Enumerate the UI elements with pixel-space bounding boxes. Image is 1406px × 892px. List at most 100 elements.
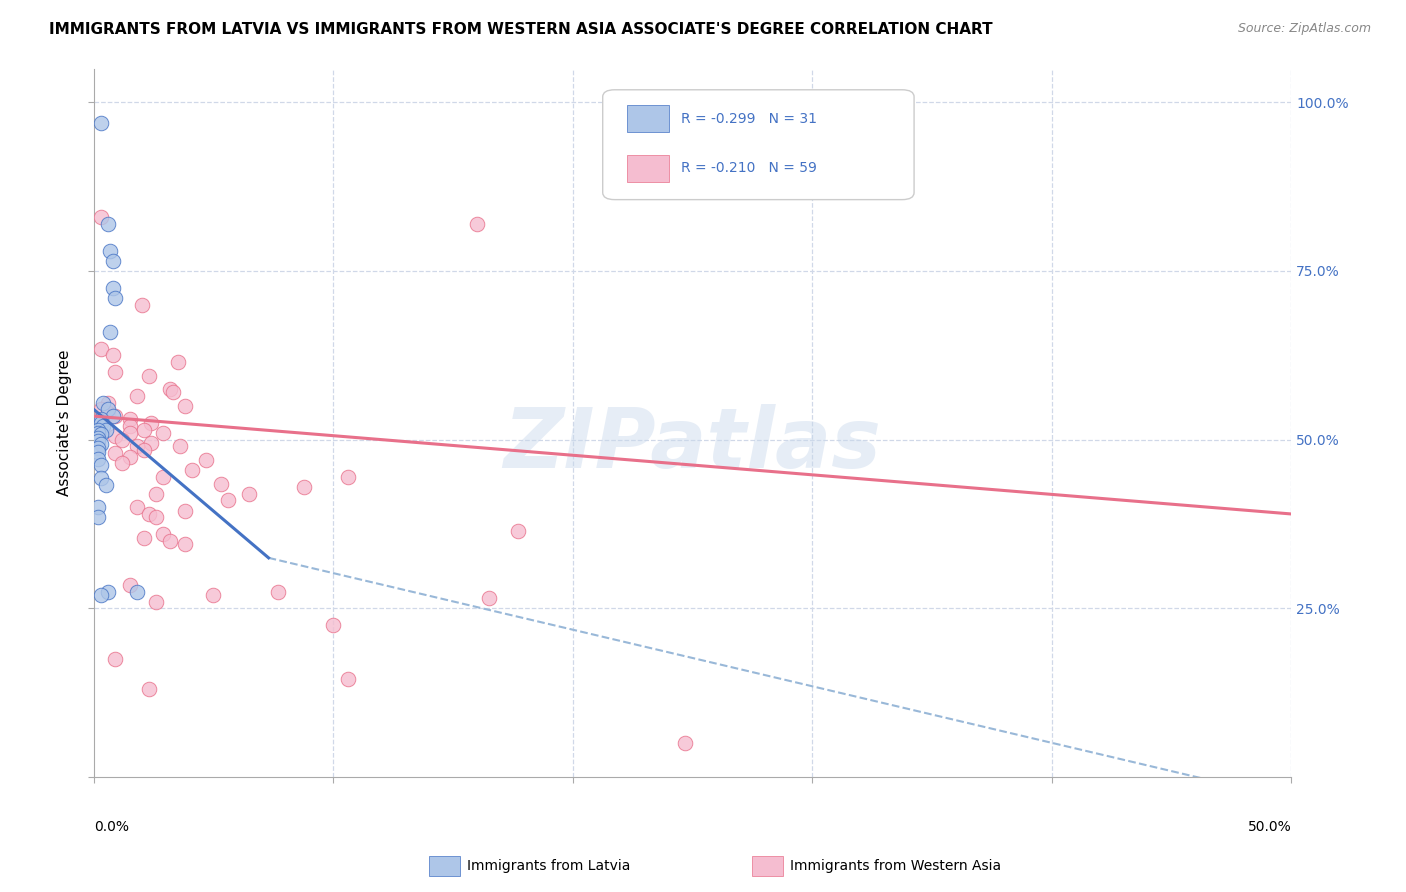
Point (294, 480, 316, 494)
Point (202, 588, 225, 602)
Point (104, 652, 127, 666)
Point (195, 453, 218, 467)
Point (162, 385, 184, 400)
Point (145, 510, 167, 524)
Point (141, 416, 163, 430)
Point (673, 736, 696, 750)
Point (97, 395, 120, 409)
Text: Immigrants from Latvia: Immigrants from Latvia (467, 859, 630, 873)
Point (101, 348, 124, 362)
Point (90, 427, 112, 442)
Point (159, 382, 181, 396)
Text: 50.0%: 50.0% (1247, 820, 1291, 834)
Point (104, 365, 127, 379)
Text: R = -0.299   N = 31: R = -0.299 N = 31 (681, 112, 817, 126)
Point (90, 471, 112, 485)
Point (336, 470, 359, 484)
Point (159, 533, 181, 548)
Text: Source: ZipAtlas.com: Source: ZipAtlas.com (1237, 22, 1371, 36)
Point (87, 445, 110, 459)
Point (118, 578, 141, 592)
Point (90, 115, 112, 129)
Point (125, 500, 148, 515)
Point (238, 486, 260, 500)
Point (100, 244, 122, 258)
Point (104, 446, 127, 460)
Point (217, 493, 239, 508)
Point (173, 537, 195, 551)
Point (91, 395, 114, 409)
Point (90, 402, 112, 417)
Point (94, 478, 117, 492)
Point (267, 584, 290, 599)
Point (87, 431, 110, 445)
FancyBboxPatch shape (603, 90, 914, 200)
Point (152, 470, 174, 484)
Point (101, 253, 124, 268)
Point (145, 595, 167, 609)
FancyBboxPatch shape (627, 155, 669, 182)
Point (118, 412, 141, 426)
Point (87, 434, 110, 448)
Point (111, 433, 134, 447)
Point (478, 591, 501, 606)
Point (90, 210, 112, 224)
Point (125, 440, 148, 454)
Point (87, 510, 110, 524)
Point (173, 503, 195, 517)
Point (132, 423, 155, 437)
Text: ZIPatlas: ZIPatlas (503, 403, 882, 484)
FancyBboxPatch shape (627, 105, 669, 132)
Y-axis label: Associate's Degree: Associate's Degree (58, 350, 72, 496)
Point (173, 399, 195, 413)
Text: 0.0%: 0.0% (94, 820, 129, 834)
Point (180, 463, 202, 477)
Point (97, 584, 120, 599)
Point (166, 355, 188, 369)
Point (125, 584, 148, 599)
Point (132, 531, 155, 545)
Point (152, 527, 174, 541)
Point (97, 217, 120, 231)
Point (152, 425, 174, 440)
Point (100, 325, 122, 339)
Point (101, 281, 124, 295)
Point (506, 524, 529, 538)
Point (94, 423, 117, 437)
Text: Immigrants from Western Asia: Immigrants from Western Asia (790, 859, 1001, 873)
Point (87, 423, 110, 437)
Point (141, 436, 163, 450)
Point (90, 342, 112, 356)
Point (169, 440, 191, 454)
Point (118, 419, 141, 434)
Point (138, 682, 160, 697)
Point (87, 425, 110, 440)
Point (90, 458, 112, 473)
Point (104, 409, 127, 423)
Point (132, 442, 155, 457)
Point (90, 437, 112, 451)
Point (209, 476, 232, 491)
Point (125, 389, 148, 403)
Point (145, 486, 167, 500)
Point (322, 618, 344, 632)
Point (90, 588, 112, 602)
Text: IMMIGRANTS FROM LATVIA VS IMMIGRANTS FROM WESTERN ASIA ASSOCIATE'S DEGREE CORREL: IMMIGRANTS FROM LATVIA VS IMMIGRANTS FRO… (49, 22, 993, 37)
Point (336, 673, 359, 687)
Point (97, 406, 120, 420)
Point (131, 298, 153, 312)
Point (87, 451, 110, 466)
Point (87, 441, 110, 455)
Point (138, 507, 160, 521)
Point (87, 500, 110, 515)
Point (101, 409, 124, 423)
Point (118, 425, 141, 440)
Point (465, 217, 488, 231)
Text: R = -0.210   N = 59: R = -0.210 N = 59 (681, 161, 817, 176)
Point (118, 450, 141, 464)
Point (91, 419, 114, 434)
Point (111, 456, 134, 470)
Point (90, 412, 112, 426)
Point (97, 402, 120, 417)
Point (104, 429, 127, 443)
